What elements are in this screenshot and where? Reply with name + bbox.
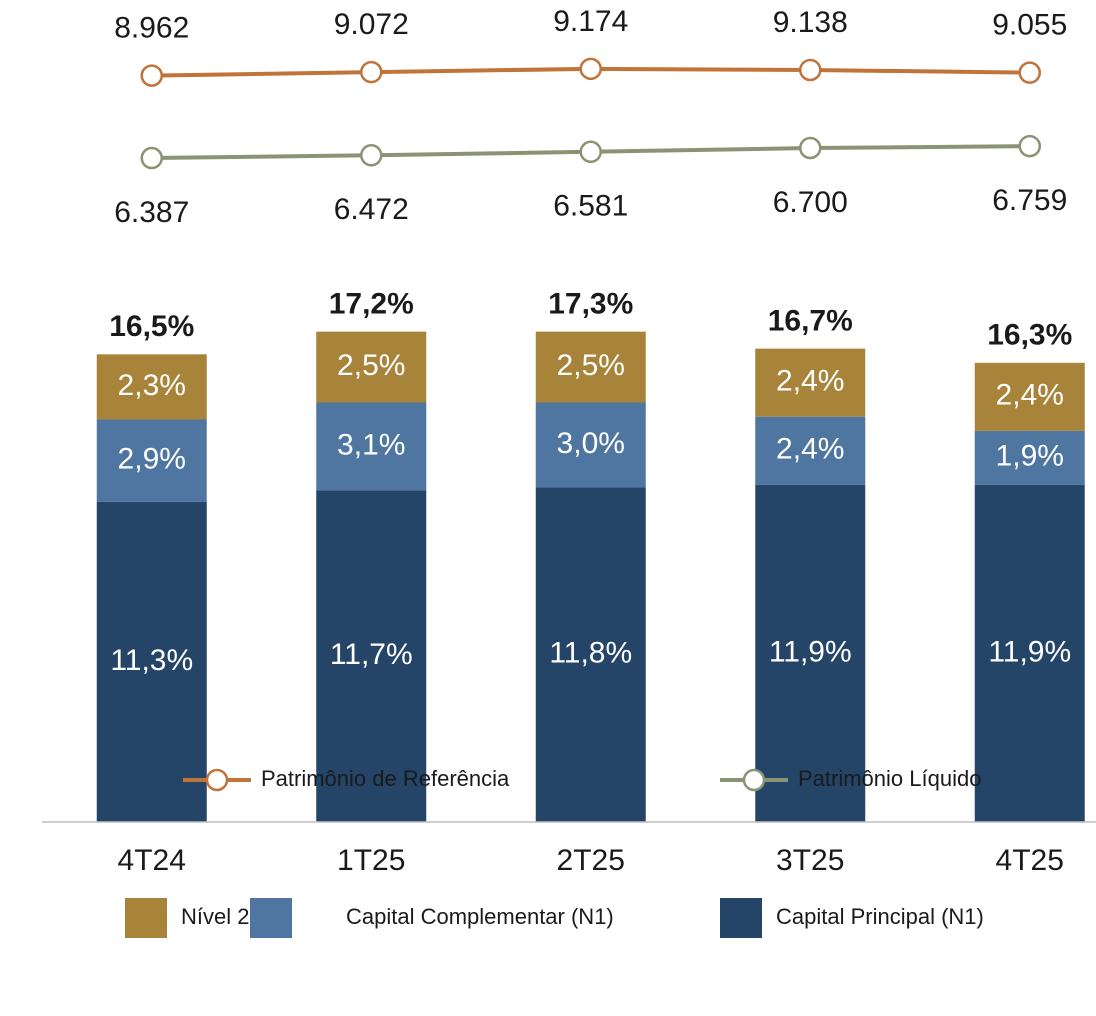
legend-label: Patrimônio Líquido (798, 766, 981, 791)
bar-value-label: 2,4% (996, 379, 1064, 412)
bar-segment (974, 430, 1085, 485)
line-marker (1018, 61, 1041, 84)
total-label: 17,2% (329, 288, 414, 321)
line-marker (360, 144, 383, 167)
bar-segment (96, 501, 207, 822)
line-value-label: 9.174 (553, 5, 628, 38)
legend-label: Nível 2 (181, 904, 249, 929)
line-marker (799, 136, 822, 160)
bar-segment (535, 331, 646, 403)
bar-segment (316, 402, 427, 491)
bar-segment (974, 484, 1085, 822)
bar-segment (974, 362, 1085, 431)
legend-swatch (720, 898, 762, 938)
bar-segment (96, 354, 207, 420)
bar-segment (316, 490, 427, 822)
total-label: 16,7% (768, 305, 853, 338)
bar-value-label: 11,7% (330, 638, 413, 671)
line-value-label: 6.700 (773, 186, 848, 219)
bar-value-label: 3,0% (557, 427, 625, 460)
line-value-label: 9.055 (992, 9, 1067, 42)
legend-swatch (125, 898, 167, 938)
legend-swatch (250, 898, 292, 938)
line-marker (360, 60, 383, 84)
line-marker (140, 64, 163, 87)
bar-value-label: 2,5% (557, 349, 625, 382)
legend-marker (205, 768, 229, 792)
bar-segment (535, 487, 646, 822)
line-marker (140, 146, 163, 170)
x-tick-label: 4T25 (996, 844, 1064, 877)
x-tick-label: 4T24 (118, 844, 186, 877)
bar-segment (316, 331, 427, 403)
bar-value-label: 11,9% (988, 635, 1071, 668)
line-marker (579, 57, 602, 81)
bar-value-label: 2,9% (118, 443, 186, 476)
line-value-label: 6.387 (114, 196, 189, 229)
line-marker (799, 58, 822, 82)
bar-value-label: 3,1% (337, 428, 405, 461)
line-marker (579, 140, 602, 164)
legend-label: Capital Complementar (N1) (346, 904, 614, 929)
bar-value-label: 11,9% (769, 635, 852, 668)
line-value-label: 6.581 (553, 190, 628, 223)
x-tick-label: 3T25 (776, 844, 844, 877)
x-tick-label: 1T25 (337, 844, 405, 877)
bar-value-label: 11,3% (110, 644, 193, 677)
bar-segment (755, 484, 866, 822)
bar-value-label: 11,8% (549, 637, 632, 670)
bar-value-label: 2,3% (118, 369, 186, 402)
total-label: 16,5% (109, 310, 194, 343)
bar-value-label: 2,5% (337, 349, 405, 382)
line-value-label: 8.962 (114, 12, 189, 45)
x-tick-label: 2T25 (557, 844, 625, 877)
bar-value-label: 1,9% (996, 440, 1064, 473)
bar-value-label: 2,4% (776, 433, 844, 466)
total-label: 16,3% (987, 319, 1072, 352)
line-marker (1018, 134, 1041, 158)
legend-label: Capital Principal (N1) (776, 904, 984, 929)
total-label: 17,3% (548, 288, 633, 321)
line-value-label: 9.138 (773, 6, 848, 39)
line-value-label: 6.759 (992, 184, 1067, 217)
legend-marker (742, 768, 766, 792)
bar-segment (535, 402, 646, 488)
bar-segment (755, 348, 866, 417)
bar-segment (96, 419, 207, 502)
bar-segment (755, 416, 866, 485)
legend-label: Patrimônio de Referência (261, 766, 510, 791)
bar-value-label: 2,4% (776, 365, 844, 398)
line-value-label: 6.472 (334, 193, 409, 226)
line-value-label: 9.072 (334, 8, 409, 41)
